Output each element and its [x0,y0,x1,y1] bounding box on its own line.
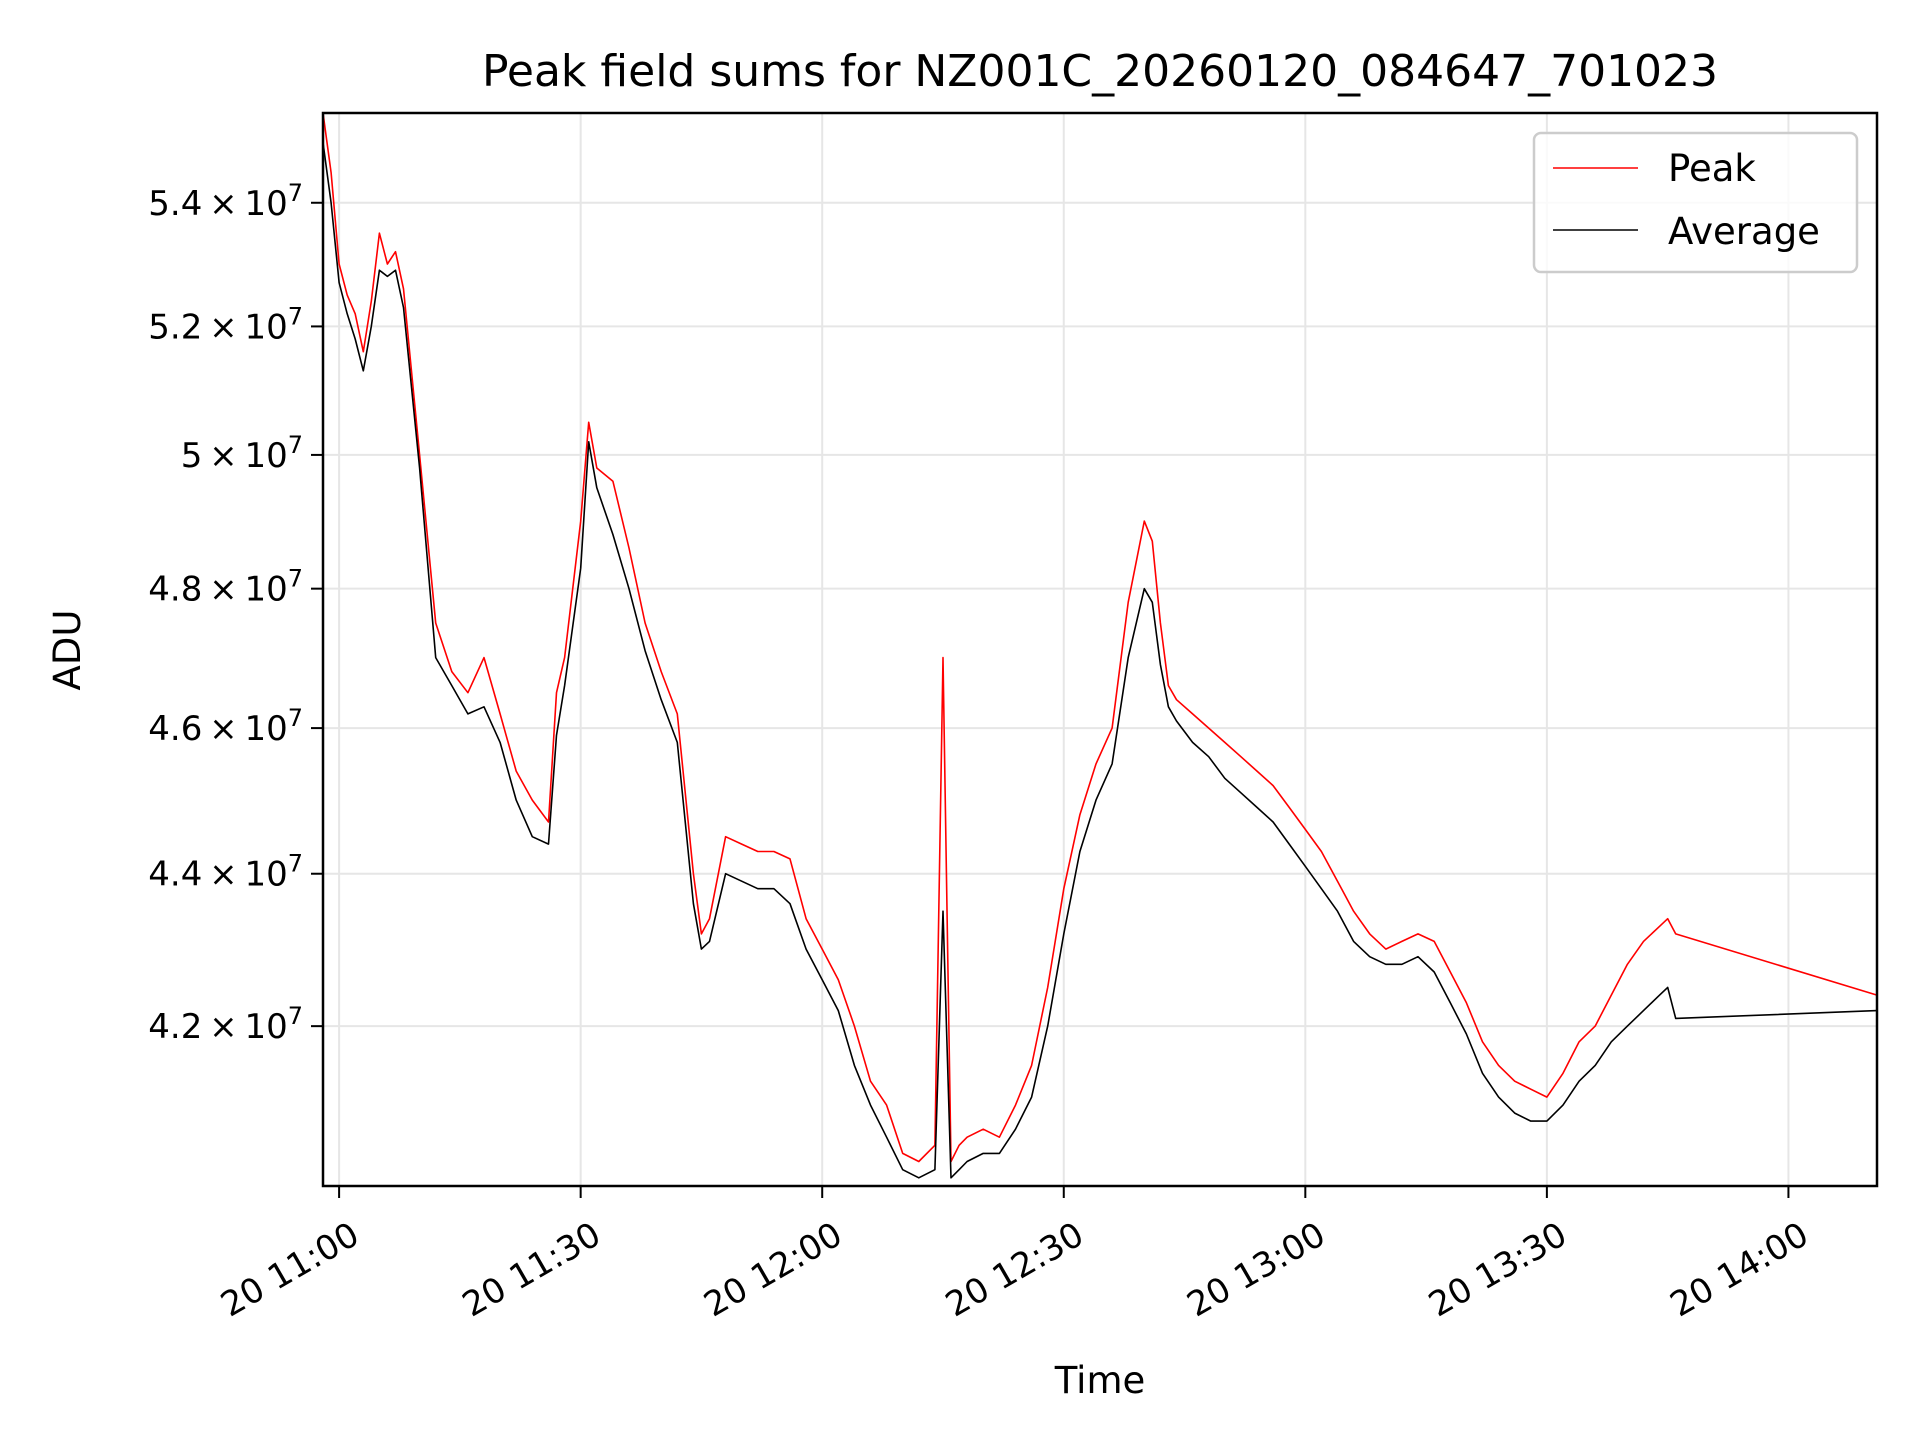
legend: Peak Average [1532,131,1859,274]
y-tick-label: 4.2 × 107 [148,1002,303,1047]
y-tick-exponent: 7 [288,704,303,732]
series-line-average [322,142,1878,1179]
y-tick-times: × 10 [202,184,287,224]
y-tick-label: 4.8 × 107 [148,565,303,610]
legend-label-average: Average [1668,210,1820,253]
y-tick-mantissa: 4.8 [148,570,202,610]
chart-title: Peak field sums for NZ001C_20260120_0846… [482,46,1718,97]
y-tick-mantissa: 4.2 [148,1007,202,1047]
y-tick-times: × 10 [202,570,287,610]
y-tick-times: × 10 [202,855,287,895]
y-tick-mantissa: 5.4 [148,184,202,224]
y-tick-label: 5.2 × 107 [148,302,303,347]
y-tick-exponent: 7 [288,302,303,330]
legend-label-peak: Peak [1668,147,1756,190]
y-tick-label: 4.4 × 107 [148,850,303,895]
y-tick-label: 5.4 × 107 [148,179,303,224]
y-tick-mantissa: 5.2 [148,307,202,347]
grid [323,113,1877,1186]
y-tick-exponent: 7 [288,565,303,593]
y-tick-exponent: 7 [288,1002,303,1030]
y-tick-exponent: 7 [288,431,303,459]
y-tick-label: 5 × 107 [181,431,303,476]
y-tick-exponent: 7 [288,850,303,878]
x-axis-label: Time [1054,1359,1146,1402]
y-tick-mantissa: 4.6 [148,709,202,749]
y-tick-times: × 10 [202,1007,287,1047]
y-tick-mantissa: 4.4 [148,855,202,895]
y-tick-label: 4.6 × 107 [148,704,303,749]
y-tick-times: × 10 [202,307,287,347]
plot-frame [321,111,1879,1188]
y-tick-exponent: 7 [288,179,303,207]
y-tick-times: × 10 [202,436,287,476]
series-line-peak [322,112,1878,1163]
y-tick-mantissa: 5 [181,436,203,476]
series-layer [322,112,1878,1179]
y-axis-label: ADU [46,610,89,691]
y-tick-times: × 10 [202,709,287,749]
